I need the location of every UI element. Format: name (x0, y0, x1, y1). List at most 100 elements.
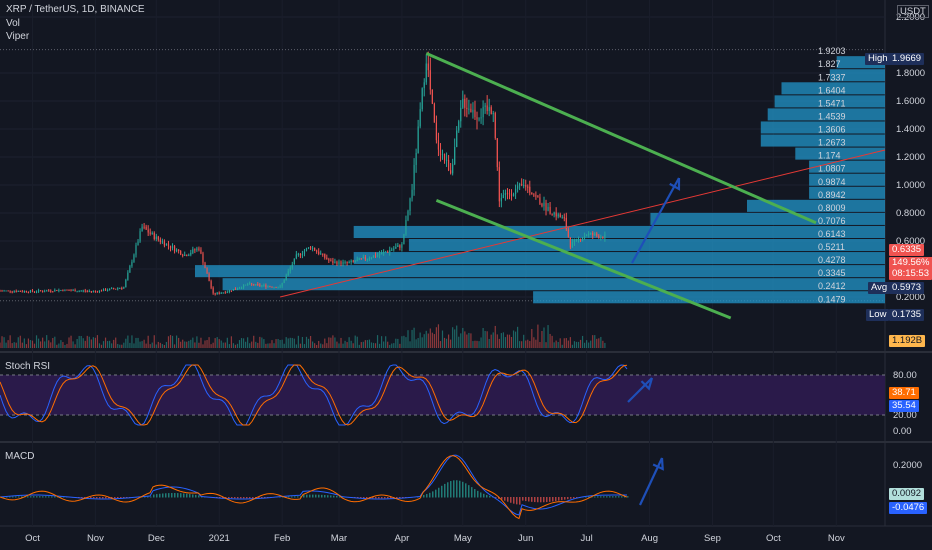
macd-hist-bar (423, 494, 425, 498)
volume-bar (123, 342, 125, 348)
volume-bar (557, 341, 559, 348)
macd-hist-bar (60, 496, 62, 498)
price-tick-label: 1.2000 (896, 152, 925, 163)
volume-profile-bar (774, 95, 885, 108)
avg-value-badge: 0.5973 (889, 282, 925, 294)
candle-body (470, 108, 472, 113)
volume-profile-label: 0.4278 (818, 255, 846, 265)
volume-bar (226, 337, 228, 348)
macd-hist-bar (525, 497, 527, 502)
symbol-legend[interactable]: XRP / TetherUS, 1D, BINANCE (6, 4, 145, 15)
candle-body (279, 286, 281, 288)
volume-bar (458, 336, 460, 348)
volume-bar (340, 337, 342, 348)
candle-body (517, 185, 519, 189)
volume-bar (553, 342, 555, 348)
candle-body (407, 211, 409, 220)
stoch-rsi-title[interactable]: Stoch RSI (5, 361, 51, 372)
volume-bar (180, 341, 182, 348)
candle-body (271, 286, 273, 288)
candle-body (381, 252, 383, 255)
macd-hist-bar (90, 497, 92, 499)
volume-bar (15, 342, 17, 348)
macd-hist-bar (564, 497, 566, 500)
volume-bar (74, 344, 76, 348)
volume-study-legend[interactable]: Vol (6, 18, 20, 29)
volume-bar (127, 335, 129, 348)
candle-body (342, 262, 344, 265)
macd-hist-bar (486, 494, 488, 498)
candle-body (397, 245, 399, 247)
macd-tick-label: 0.2000 (893, 460, 922, 471)
macd-hist-bar (282, 496, 284, 498)
volume-bar (50, 342, 52, 348)
macd-hist-bar (567, 497, 569, 500)
macd-signal-line (0, 455, 628, 520)
macd-hist-bar (177, 493, 179, 498)
macd-hist-bar (387, 497, 389, 499)
volume-profile-label: 0.2412 (818, 281, 846, 291)
candle-body (169, 245, 172, 249)
volume-bar (425, 330, 427, 348)
candle-body (429, 70, 431, 90)
candle-body (409, 198, 411, 212)
volume-bar (297, 335, 299, 348)
candle-body (480, 117, 482, 119)
candle-body (192, 249, 194, 253)
macd-hist-bar (336, 495, 338, 498)
stoch-tick-label: 20.00 (893, 410, 917, 421)
candle-body (559, 214, 561, 218)
volume-bar (533, 337, 535, 348)
volume-bar (586, 340, 588, 348)
candle-body (506, 193, 509, 195)
volume-bar (387, 341, 389, 348)
volume-bar (521, 341, 523, 348)
macd-hist-bar (9, 496, 11, 498)
volume-bar (139, 341, 141, 348)
macd-hist-bar (327, 495, 329, 498)
volume-bar (378, 343, 381, 348)
volume-bar (64, 344, 66, 348)
candle-body (242, 284, 245, 288)
candle-body (521, 184, 523, 186)
macd-hist-bar (396, 497, 398, 499)
volume-bar (561, 344, 563, 348)
macd-hist-bar (603, 496, 605, 498)
macd-hist-bar (153, 494, 155, 498)
candle-body (5, 290, 7, 292)
change-badge: 149.56% (889, 257, 932, 269)
candle-body (200, 249, 202, 254)
viper-study-legend[interactable]: Viper (6, 31, 30, 42)
candle-body (322, 253, 324, 255)
candle-body (326, 257, 328, 260)
candle-body (259, 284, 261, 286)
candle-body (3, 290, 5, 292)
currency-label[interactable]: USDT (897, 5, 929, 18)
candle-body (452, 164, 454, 174)
macd-hist-bar (192, 494, 194, 498)
macd-title[interactable]: MACD (5, 451, 35, 462)
volume-bar (397, 338, 399, 348)
macd-arrow (639, 457, 663, 506)
volume-bar (196, 336, 198, 348)
volume-bar (135, 337, 137, 348)
candle-body (539, 197, 541, 204)
volume-bar (571, 344, 574, 348)
volume-bar (431, 332, 433, 348)
volume-bar (194, 342, 196, 348)
volume-bar (70, 335, 72, 348)
candle-body (318, 251, 320, 254)
candle-body (11, 291, 13, 293)
candle-body (281, 283, 283, 287)
volume-bar (439, 341, 442, 348)
volume-bar (450, 339, 452, 348)
volume-bar (445, 338, 448, 348)
volume-bar (514, 331, 517, 348)
macd-hist-bar (333, 495, 335, 498)
candle-body (173, 246, 176, 252)
volume-bar (277, 338, 279, 348)
volume-bar (35, 335, 38, 348)
macd-hist-bar (99, 497, 101, 499)
macd-hist-bar (597, 496, 599, 498)
